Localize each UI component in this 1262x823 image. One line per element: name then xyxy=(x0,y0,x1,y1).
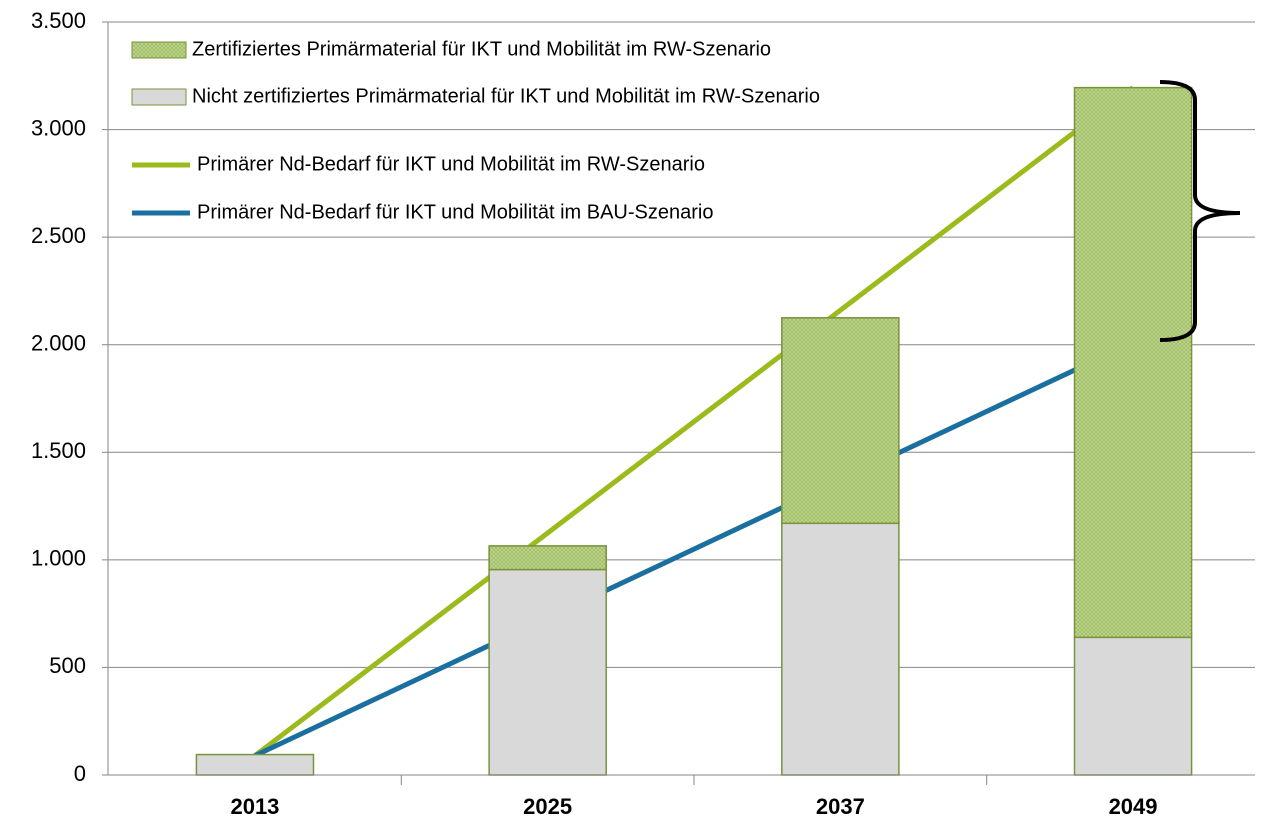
y-tick-label: 3.500 xyxy=(31,8,86,33)
brace xyxy=(1159,80,1241,342)
bar-segment xyxy=(488,545,607,571)
x-tick-label: 2037 xyxy=(816,794,865,819)
legend-label: Nicht zertifiziertes Primärmaterial für … xyxy=(192,85,820,107)
bar-segment xyxy=(195,753,315,776)
y-tick-label: 2.500 xyxy=(31,223,86,248)
x-tick-label: 2025 xyxy=(523,794,572,819)
legend-label: Primärer Nd-Bedarf für IKT und Mobilität… xyxy=(197,153,705,175)
line-series xyxy=(253,85,1135,758)
legend-swatch xyxy=(131,88,187,106)
bar-segment xyxy=(1073,636,1193,776)
x-tick-label: 2049 xyxy=(1109,794,1158,819)
y-tick-label: 1.500 xyxy=(31,438,86,463)
y-tick-label: 1.000 xyxy=(31,546,86,571)
bar-segment xyxy=(781,522,900,776)
legend-label: Zertifiziertes Primärmaterial für IKT un… xyxy=(192,38,771,60)
bar-segment xyxy=(1073,86,1193,639)
y-tick-label: 500 xyxy=(49,653,86,678)
legend-swatch xyxy=(131,41,187,59)
y-tick-label: 2.000 xyxy=(31,331,86,356)
bar-segment xyxy=(781,317,900,525)
y-tick-label: 3.000 xyxy=(31,115,86,140)
y-tick-label: 0 xyxy=(74,761,86,786)
line-series xyxy=(253,340,1135,758)
bar-segment xyxy=(488,568,607,776)
legend-label: Primärer Nd-Bedarf für IKT und Mobilität… xyxy=(197,201,713,223)
x-tick-label: 2013 xyxy=(230,794,279,819)
